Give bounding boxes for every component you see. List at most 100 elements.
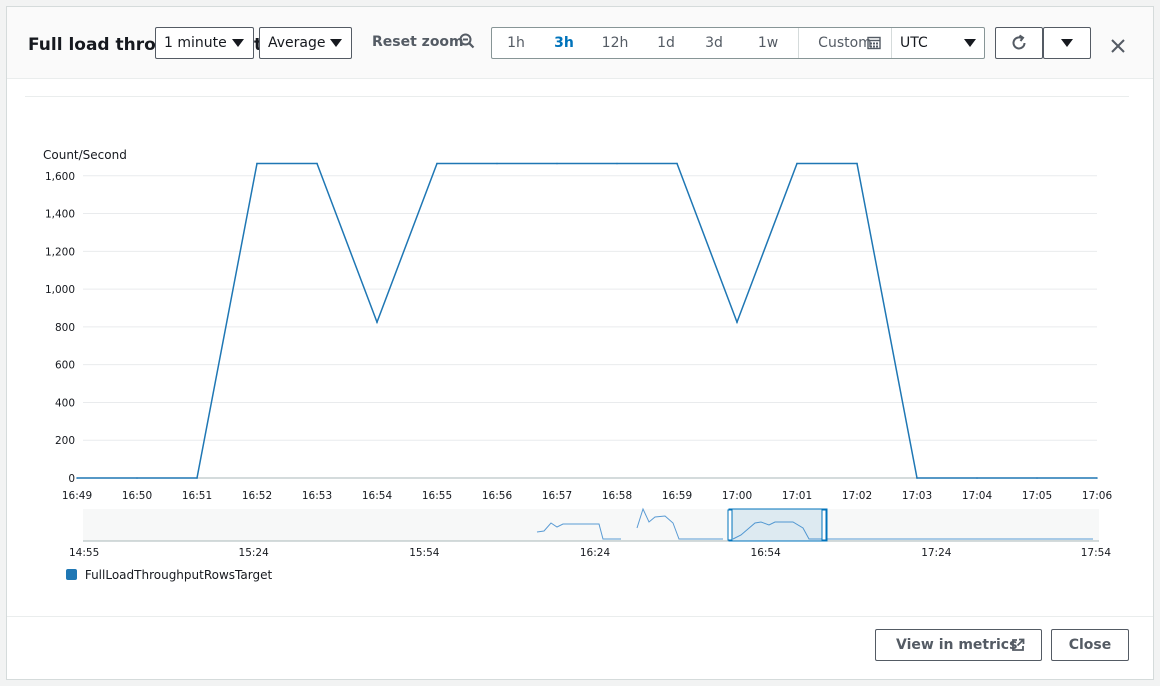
- x-tick-label: 16:57: [542, 490, 572, 502]
- view-in-metrics-button[interactable]: View in metrics: [875, 629, 1042, 661]
- close-icon[interactable]: [1111, 39, 1125, 53]
- overview-selection-handle-right[interactable]: [821, 509, 827, 541]
- y-tick-label: 1,000: [45, 284, 75, 296]
- overview-panel[interactable]: [83, 509, 1099, 541]
- x-tick-label: 16:56: [482, 490, 513, 502]
- data-point: [736, 321, 738, 323]
- x-tick-label: 17:05: [1022, 490, 1052, 502]
- overview-selection[interactable]: [728, 508, 828, 542]
- x-tick-label: 17:00: [722, 490, 752, 502]
- overview-series-line: [732, 521, 1093, 540]
- x-tick-label: 17:02: [842, 490, 872, 502]
- metric-modal: Full load throughput rows target t 1 min…: [6, 6, 1154, 680]
- x-tick-label: 17:01: [782, 490, 812, 502]
- period-select-value: 1 minute: [164, 35, 227, 51]
- chevron-down-icon: [964, 39, 976, 47]
- data-point: [676, 162, 678, 165]
- y-tick-label: 200: [55, 435, 75, 447]
- close-button[interactable]: Close: [1051, 629, 1129, 661]
- data-point: [1036, 477, 1038, 479]
- data-point: [616, 162, 618, 165]
- view-in-metrics-label: View in metrics: [896, 637, 1018, 653]
- y-tick-label: 1,400: [45, 209, 75, 221]
- data-point: [316, 162, 318, 165]
- chevron-down-icon: [1061, 39, 1073, 47]
- period-select[interactable]: 1 minute: [155, 27, 254, 59]
- modal-title: Full load throughput rows target: [28, 35, 156, 55]
- data-point: [976, 477, 978, 479]
- y-tick-label: 400: [55, 397, 75, 409]
- range-button-1h[interactable]: 1h: [507, 35, 525, 51]
- x-tick-label: 16:58: [602, 490, 632, 502]
- chevron-down-icon: [330, 39, 342, 47]
- legend-swatch: [66, 569, 77, 580]
- x-tick-label: 17:04: [962, 490, 993, 502]
- data-point: [256, 162, 258, 165]
- range-button-3h[interactable]: 3h: [554, 35, 574, 51]
- y-tick-label: 0: [68, 473, 75, 485]
- modal-header: Full load throughput rows target t 1 min…: [7, 7, 1153, 79]
- custom-range-button[interactable]: Custom: [799, 28, 891, 58]
- data-point: [136, 477, 138, 479]
- x-tick-label: 16:54: [362, 490, 393, 502]
- overview-selection-handle-left[interactable]: [727, 509, 733, 541]
- statistic-select-value: Average: [268, 35, 326, 51]
- refresh-icon: [1012, 34, 1026, 50]
- series-line: [77, 162, 1097, 479]
- custom-range-label: Custom: [818, 35, 872, 51]
- y-axis-label: Count/Second: [43, 148, 127, 162]
- range-button-1d[interactable]: 1d: [657, 35, 675, 51]
- y-tick-label: 1,200: [45, 246, 75, 258]
- data-point: [196, 477, 198, 479]
- x-tick-label: 16:50: [122, 490, 152, 502]
- overview-tick-label: 17:24: [921, 547, 952, 559]
- legend-label: FullLoadThroughputRowsTarget: [84, 568, 273, 582]
- overview-tick-label: 16:24: [580, 547, 611, 559]
- x-tick-label: 16:52: [242, 490, 272, 502]
- overview-series-line: [636, 507, 723, 540]
- overview-tick-label: 14:55: [69, 547, 99, 559]
- data-point: [436, 162, 438, 165]
- calendar-icon: [867, 36, 881, 50]
- footer-divider: [7, 616, 1153, 617]
- refresh-button[interactable]: [995, 27, 1043, 59]
- statistic-select[interactable]: Average: [259, 27, 352, 59]
- range-separator: [891, 28, 892, 58]
- range-separator: [798, 28, 799, 58]
- y-tick-label: 1,600: [45, 171, 75, 183]
- zoom-out-icon[interactable]: [459, 33, 475, 49]
- range-button-3d[interactable]: 3d: [705, 35, 723, 51]
- x-tick-label: 16:51: [182, 490, 212, 502]
- content-divider: [25, 96, 1129, 97]
- timezone-select[interactable]: UTC: [892, 28, 985, 58]
- reset-zoom-button[interactable]: Reset zoom: [372, 34, 464, 50]
- overview-tick-label: 15:54: [409, 547, 440, 559]
- data-point: [496, 162, 498, 165]
- data-point: [856, 162, 858, 165]
- chart-legend[interactable]: FullLoadThroughputRowsTarget: [66, 568, 272, 582]
- external-link-icon: [1012, 638, 1025, 651]
- x-tick-label: 16:53: [302, 490, 332, 502]
- x-tick-label: 17:06: [1082, 490, 1113, 502]
- overview-tick-label: 15:24: [239, 547, 270, 559]
- timezone-value: UTC: [900, 35, 928, 51]
- x-tick-label: 16:55: [422, 490, 452, 502]
- data-point: [1096, 477, 1098, 479]
- refresh-options-button[interactable]: [1043, 27, 1091, 59]
- range-button-1w[interactable]: 1w: [757, 35, 779, 51]
- data-point: [76, 477, 78, 479]
- x-tick-label: 16:49: [62, 490, 92, 502]
- overview-tick-label: 16:54: [751, 547, 782, 559]
- y-tick-label: 600: [55, 360, 75, 372]
- y-tick-label: 800: [55, 322, 75, 334]
- data-point: [376, 321, 378, 323]
- chevron-down-icon: [232, 39, 244, 47]
- line-chart: Count/Second 0 200 400 600 800 1,000 1,200 1,400…: [43, 148, 1113, 559]
- time-range-selector: 1h 3h 12h 1d 3d 1w Custom UTC: [491, 27, 985, 59]
- x-tick-label: 17:03: [902, 490, 932, 502]
- modal-title-tail: t: [254, 35, 262, 55]
- data-point: [556, 162, 558, 165]
- overview-series-line: [536, 522, 621, 540]
- overview-tick-label: 17:54: [1081, 547, 1112, 559]
- range-button-12h[interactable]: 12h: [601, 35, 629, 51]
